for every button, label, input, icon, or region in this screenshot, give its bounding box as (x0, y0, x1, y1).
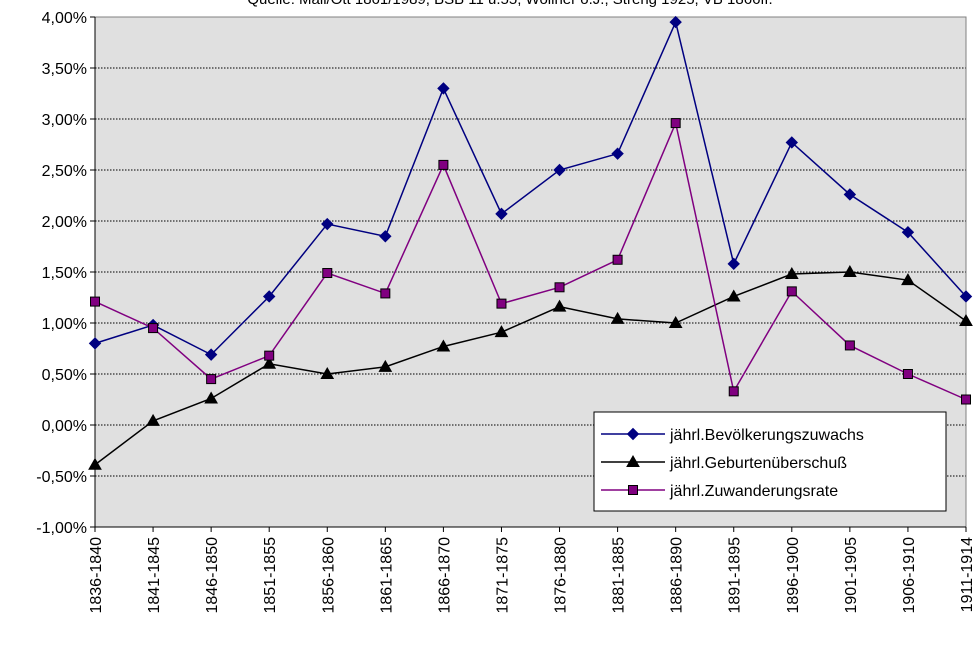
gridlines (95, 67, 966, 477)
x-tick-label: 1891-1895 (727, 537, 744, 614)
y-tick-label: 1,50% (42, 265, 87, 282)
x-tick-label: 1841-1845 (146, 537, 163, 614)
data-point-diamond (785, 136, 799, 149)
data-point-diamond (669, 15, 682, 29)
legend-item: jährl.Bevölkerungszuwachs (601, 427, 864, 444)
data-point-triangle (378, 359, 393, 372)
series-line (94, 120, 967, 401)
y-tick-label: 3,50% (42, 61, 87, 78)
data-point-triangle (552, 299, 567, 312)
data-point-diamond (727, 257, 740, 271)
data-point-square (612, 254, 623, 265)
data-point-square (322, 268, 333, 279)
data-point-square (786, 286, 797, 297)
data-point-diamond (495, 207, 508, 221)
y-tick-label: 0,50% (42, 367, 87, 384)
data-point-triangle (146, 413, 160, 426)
series-line (94, 271, 967, 466)
data-point-diamond (379, 230, 392, 243)
data-point-triangle (494, 325, 509, 338)
data-point-square (902, 369, 913, 379)
data-point-diamond (626, 427, 640, 441)
x-tick-label: 1896-1900 (785, 537, 802, 614)
legend: jährl.Bevölkerungszuwachs jährl.Geburtenü… (593, 411, 947, 512)
x-tick-label: 1856-1860 (320, 537, 337, 614)
series-2 (88, 264, 973, 470)
data-point-diamond (88, 337, 102, 350)
data-point-square (496, 298, 507, 309)
data-point-square (264, 350, 275, 361)
y-tick-label: 2,50% (42, 163, 87, 180)
data-point-square (728, 386, 739, 397)
data-point-square (380, 288, 391, 299)
x-tick-label: 1911-1914 (959, 537, 976, 612)
x-tick-label: 1851-1855 (262, 537, 279, 614)
x-tick-label: 1901-1905 (843, 537, 860, 614)
data-point-diamond (553, 163, 566, 177)
data-point-diamond (959, 290, 973, 303)
data-point-triangle (436, 339, 451, 352)
legend-item: jährl.Geburtenüberschuß (601, 454, 847, 472)
series-line (94, 19, 967, 356)
series-1 (88, 15, 973, 361)
y-tick-label: 4,00% (42, 10, 87, 27)
data-point-diamond (843, 188, 857, 201)
data-point-square (628, 485, 638, 495)
data-point-diamond (204, 348, 218, 361)
x-tick-label: 1881-1885 (611, 537, 628, 614)
x-axis-ticks: 1836-1840 1841-1845 1846-1850 1851-1855 1856… (88, 527, 976, 614)
data-point-square (148, 323, 159, 334)
x-tick-label: 1866-1870 (436, 537, 453, 614)
x-tick-label: 1861-1865 (378, 537, 395, 614)
legend-label: jährl.Bevölkerungszuwachs (669, 427, 864, 444)
x-tick-label: 1906-1910 (901, 537, 918, 614)
y-tick-label: 1,00% (42, 316, 87, 333)
x-tick-label: 1846-1850 (204, 537, 221, 614)
data-point-diamond (437, 82, 450, 95)
data-point-square (670, 118, 681, 129)
legend-label: jährl.Geburtenüberschuß (669, 455, 847, 472)
data-point-triangle (320, 366, 335, 379)
data-point-square (844, 340, 855, 351)
data-point-diamond (262, 290, 276, 303)
legend-item: jährl.Zuwanderungsrate (601, 483, 838, 500)
data-point-triangle (901, 273, 915, 286)
data-point-diamond (611, 147, 624, 160)
data-point-triangle (204, 391, 218, 404)
data-point-triangle (626, 454, 640, 467)
data-point-triangle (668, 315, 683, 328)
legend-label: jährl.Zuwanderungsrate (669, 483, 838, 500)
x-tick-label: 1876-1880 (553, 537, 570, 614)
chart-source: Quelle: Mail/Ott 1861/1989; BSB 11 u.55;… (247, 0, 772, 8)
data-point-triangle (262, 356, 277, 369)
series-3 (90, 118, 971, 405)
data-point-triangle (610, 311, 625, 324)
series-group (88, 15, 973, 470)
data-point-triangle (959, 313, 973, 326)
data-point-triangle (784, 267, 799, 280)
y-tick-label: -0,50% (36, 469, 87, 486)
y-tick-label: -1,00% (36, 520, 87, 537)
data-point-square (961, 394, 971, 405)
x-tick-label: 1836-1840 (88, 537, 105, 614)
x-tick-label: 1871-1875 (494, 537, 511, 614)
y-axis-ticks: -1,00% -0,50% 0,00% 0,50% 1,00% 1,50% 2,00% 2,5… (36, 10, 95, 537)
y-tick-label: 3,00% (42, 112, 87, 129)
data-point-diamond (901, 226, 915, 239)
y-tick-label: 0,00% (42, 418, 87, 435)
y-tick-label: 2,00% (42, 214, 87, 231)
x-tick-label: 1886-1890 (669, 537, 686, 614)
data-point-triangle (843, 264, 857, 277)
data-point-square (90, 296, 100, 307)
data-point-square (438, 159, 449, 170)
data-point-diamond (321, 217, 334, 231)
data-point-square (554, 282, 565, 293)
data-point-triangle (88, 457, 102, 470)
data-point-triangle (726, 289, 741, 302)
data-point-square (206, 374, 217, 385)
